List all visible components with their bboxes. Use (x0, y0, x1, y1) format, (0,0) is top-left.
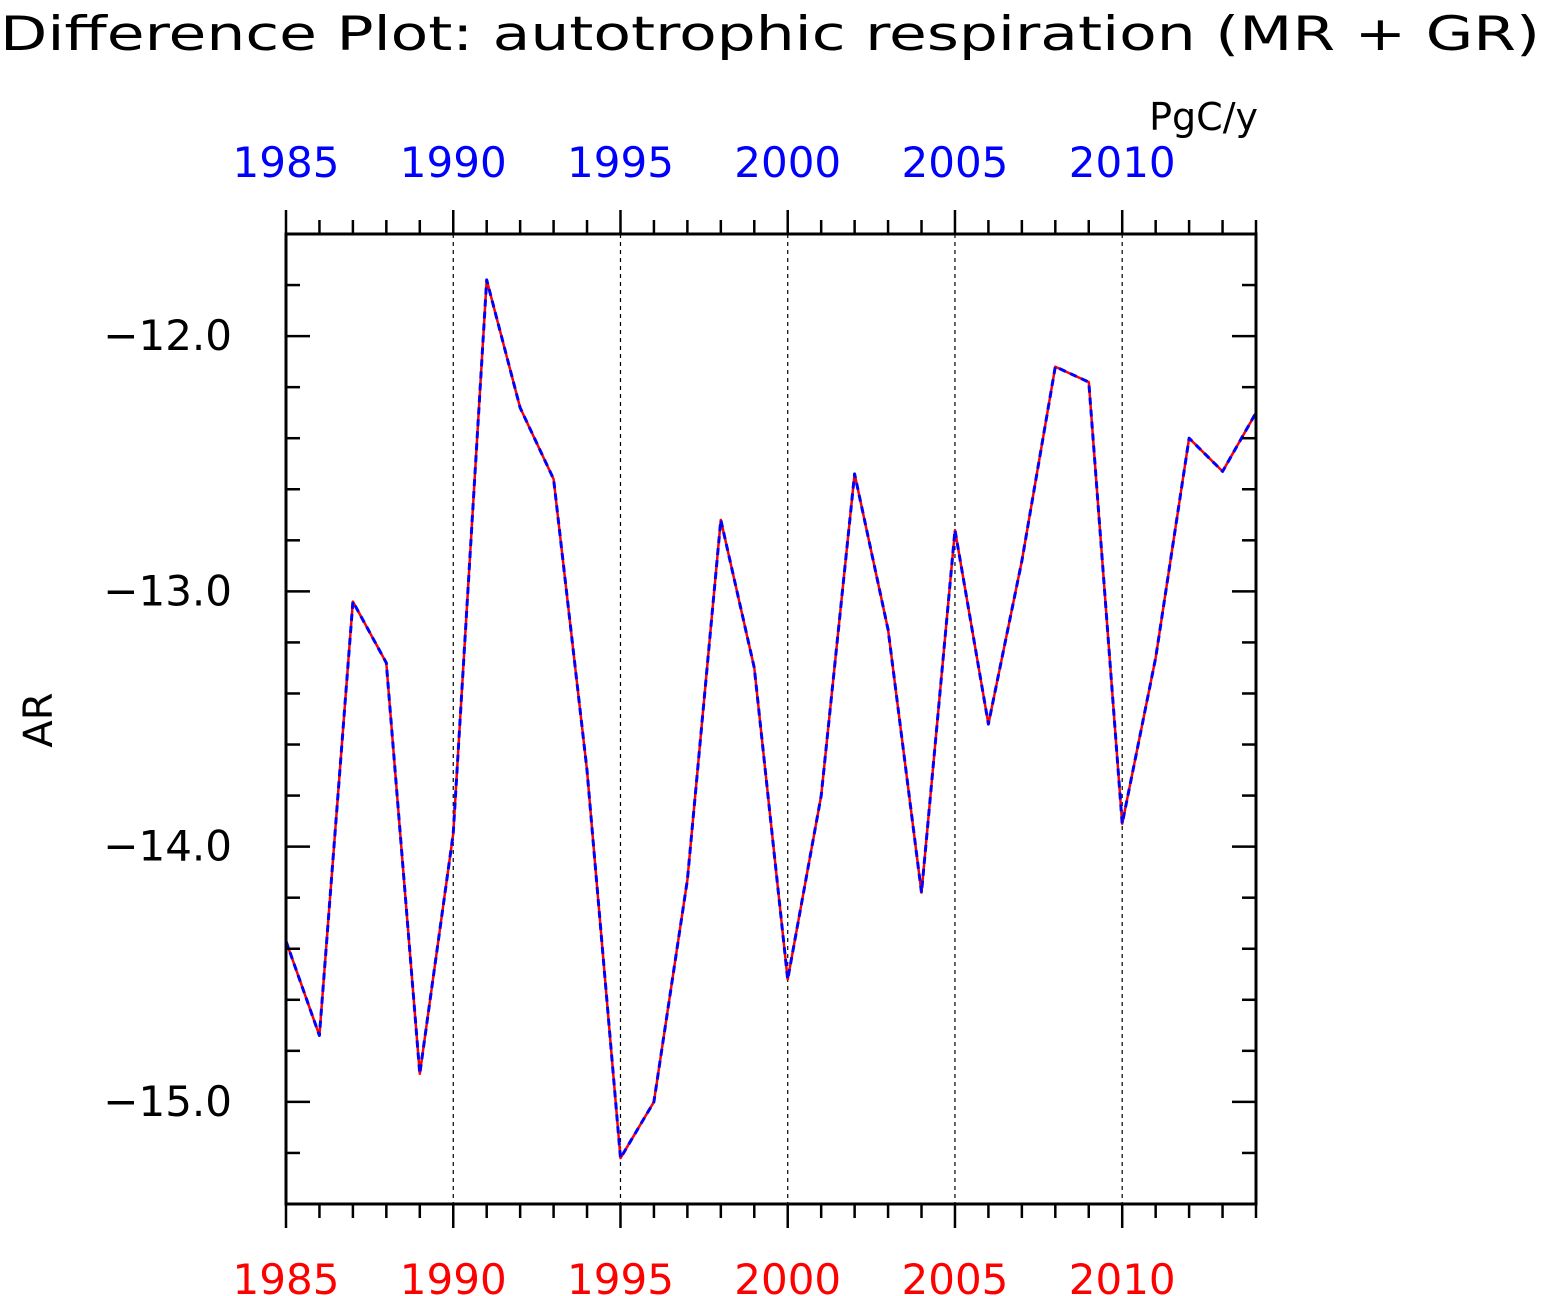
tick-labels: 1985 1985 1990 1990 1995 1995 2000 2000 2005 2005… (103, 138, 1175, 1296)
x-tick-label-bottom: 1990 (400, 1255, 507, 1296)
y-axis-label: AR (16, 692, 62, 747)
plot-frame (284, 232, 1258, 1206)
y-tick-label: −15.0 (103, 1077, 232, 1126)
x-tick-label-bottom: 2005 (902, 1255, 1009, 1296)
x-tick-label-bottom: 1995 (567, 1255, 674, 1296)
x-tick-label-bottom: 1985 (233, 1255, 340, 1296)
chart-title: Difference Plot: autotrophic respiration… (0, 7, 1540, 62)
y-tick-label: −14.0 (103, 822, 232, 871)
grid-lines (452, 234, 1123, 1204)
x-tick-label-top: 1995 (567, 138, 674, 187)
x-tick-label-bottom: 2010 (1069, 1255, 1176, 1296)
series-group (284, 278, 1258, 1160)
y-tick-label: −12.0 (103, 311, 232, 360)
x-tick-label-top: 2000 (734, 138, 841, 187)
y-tick-label: −13.0 (103, 566, 232, 615)
series-line-2 (284, 278, 1258, 1160)
series-line-1 (284, 278, 1258, 1160)
x-tick-label-top: 2010 (1069, 138, 1176, 187)
x-tick-label-bottom: 2000 (734, 1255, 841, 1296)
x-tick-label-top: 2005 (902, 138, 1009, 187)
axis-ticks (284, 210, 1258, 1228)
x-tick-label-top: 1985 (233, 138, 340, 187)
units-label: PgC/y (1149, 95, 1258, 139)
x-tick-label-top: 1990 (400, 138, 507, 187)
